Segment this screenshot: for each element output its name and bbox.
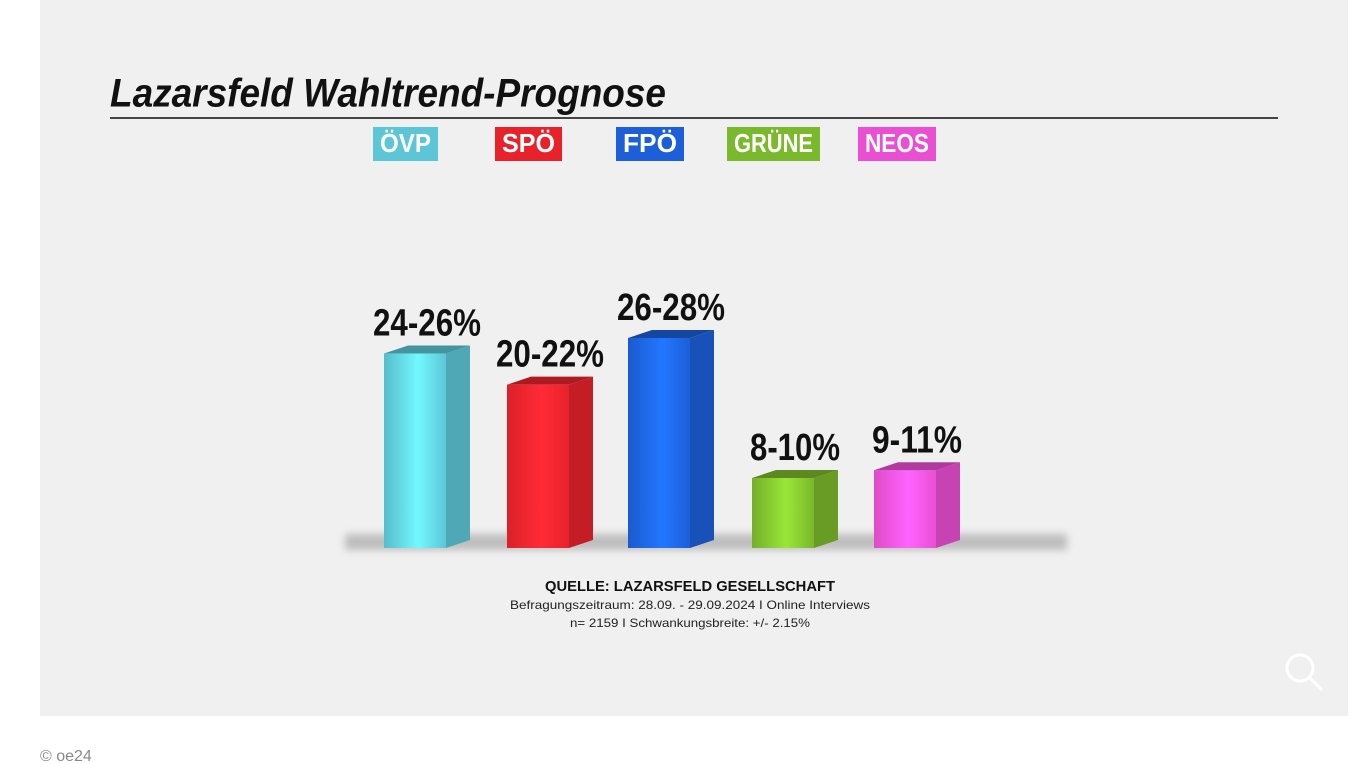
legend-swatch — [495, 127, 562, 161]
bar-side — [936, 462, 960, 548]
data-label: 9-11% — [872, 419, 962, 461]
legend-swatch — [858, 127, 936, 161]
bar-top — [384, 345, 470, 354]
data-label: 20-22% — [496, 334, 604, 376]
bar-side — [814, 470, 838, 548]
chart-title: Lazarsfeld Wahltrend-Prognose — [110, 72, 666, 116]
source-line: n= 2159 I Schwankungsbreite: +/- 2.15% — [570, 616, 810, 630]
bar-top — [628, 330, 714, 338]
legend-label: GRÜNE — [734, 128, 813, 158]
bar — [384, 353, 446, 548]
data-label: 8-10% — [750, 427, 840, 469]
bar-side — [569, 376, 593, 548]
source-line: Befragungszeitraum: 28.09. - 29.09.2024 … — [510, 598, 870, 612]
bar-side — [446, 345, 470, 548]
bar-top — [874, 462, 960, 471]
bar-top — [507, 376, 593, 385]
legend-label: SPÖ — [502, 128, 555, 158]
legend-swatch — [616, 127, 684, 161]
bar-top — [752, 470, 838, 478]
legend-label: ÖVP — [380, 128, 431, 158]
legend-swatch — [727, 127, 820, 161]
image-credit: © oe24 — [40, 748, 92, 764]
data-label: 26-28% — [617, 287, 725, 329]
legend-swatch — [373, 127, 438, 161]
bar — [874, 470, 936, 548]
legend-label: NEOS — [865, 128, 929, 158]
bar — [507, 384, 569, 548]
zoom-icon[interactable] — [1285, 653, 1324, 692]
legend-label: FPÖ — [623, 128, 677, 158]
bar-side — [690, 330, 714, 548]
bar — [628, 338, 690, 548]
bar — [752, 478, 814, 548]
source-title: QUELLE: LAZARSFELD GESELLSCHAFT — [545, 578, 835, 595]
data-label: 24-26% — [373, 303, 481, 345]
